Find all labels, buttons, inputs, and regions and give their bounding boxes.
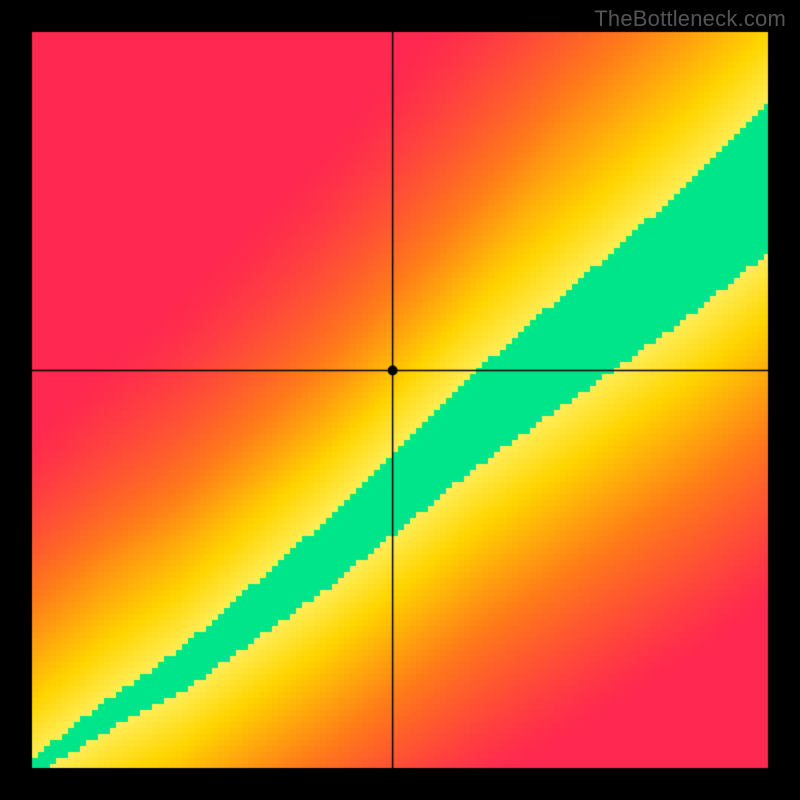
chart-container: TheBottleneck.com [0,0,800,800]
watermark-text: TheBottleneck.com [594,6,786,32]
bottleneck-heatmap [0,0,800,800]
